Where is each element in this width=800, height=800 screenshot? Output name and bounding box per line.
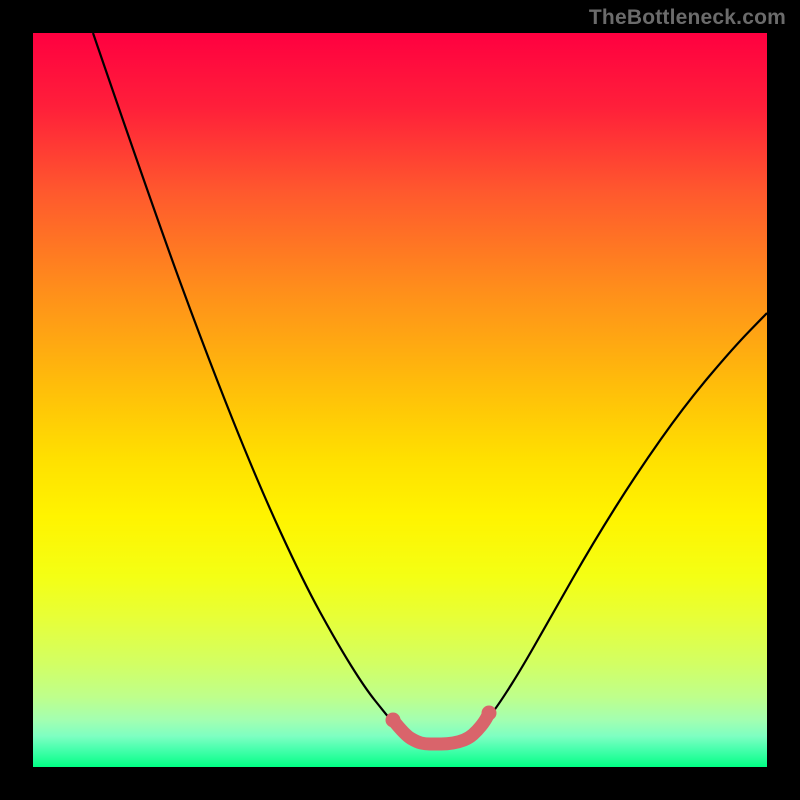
bottleneck-highlight-curve (393, 713, 489, 744)
plot-area (33, 33, 767, 767)
bottleneck-main-curve (93, 33, 767, 744)
watermark-text: TheBottleneck.com (589, 6, 786, 30)
highlight-marker (386, 713, 401, 728)
highlight-marker (482, 706, 497, 721)
curve-layer (33, 33, 767, 767)
